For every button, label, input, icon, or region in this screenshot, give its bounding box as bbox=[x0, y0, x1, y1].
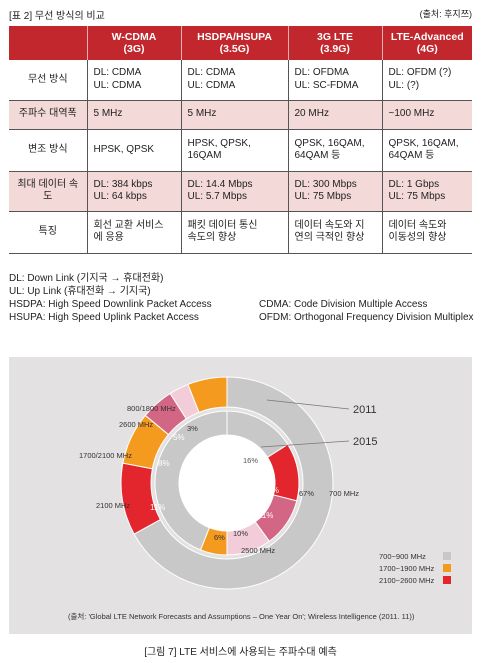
pct-label-8: 8% bbox=[158, 459, 170, 468]
row-label: 특징 bbox=[9, 211, 87, 254]
legend-swatch bbox=[443, 564, 451, 572]
pct-label-10: 10% bbox=[233, 529, 248, 538]
figure-source: (출처: 'Global LTE Network Forecasts and A… bbox=[68, 611, 415, 621]
row-label: 변조 방식 bbox=[9, 129, 87, 172]
legend-swatch bbox=[443, 552, 451, 560]
column-header bbox=[9, 26, 87, 60]
table-title: [표 2] 무선 방식의 비교 bbox=[9, 11, 105, 22]
table-cell: HPSK, QPSK, 16QAM bbox=[180, 129, 288, 172]
table-cell: DL: 1 Gbps UL: 75 Mbps bbox=[381, 171, 472, 212]
table-row: 최대 데이터 속 도 DL: 384 kbps UL: 64 kbps DL: … bbox=[9, 171, 472, 212]
table-cell: 패킷 데이터 통신 속도의 향상 bbox=[180, 211, 288, 254]
row-label: 무선 방식 bbox=[9, 60, 87, 101]
donut-hole bbox=[179, 435, 275, 531]
table-cell: DL: OFDMA UL: SC-FDMA bbox=[287, 60, 382, 101]
note-ul: UL: Up Link (휴대전화 → 기지국) bbox=[9, 286, 151, 297]
table-cell: 데이터 속도와 이동성의 향상 bbox=[381, 211, 472, 254]
slice-label-800-1800: 800/1800 MHz bbox=[127, 404, 176, 413]
table-row: 무선 방식 DL: CDMA UL: CDMA DL: CDMA UL: CDM… bbox=[9, 60, 472, 101]
note-dl: DL: Down Link (기지국 → 휴대전화) bbox=[9, 273, 164, 284]
slice-label-2500: 2500 MHz bbox=[241, 546, 275, 555]
frequency-donut-chart: 2011 2015 700 MHz 2100 MHz 1700/2100 MHz… bbox=[68, 376, 451, 621]
pct-label-11: 11% bbox=[150, 503, 165, 512]
outer-ring-2011 bbox=[120, 376, 334, 590]
table-cell: 5 MHz bbox=[86, 100, 181, 130]
note-ofdm: OFDM: Orthogonal Frequency Division Mult… bbox=[259, 312, 474, 323]
table-row: 주파수 대역폭 5 MHz 5 MHz 20 MHz ~100 MHz bbox=[9, 100, 472, 130]
table-row: 특징 회선 교환 서비스 에 응용 패킷 데이터 통신 속도의 향상 데이터 속… bbox=[9, 211, 472, 254]
pct-label-13: 13% bbox=[263, 486, 279, 495]
row-label: 최대 데이터 속 도 bbox=[9, 171, 87, 212]
column-header: 3G LTE (3.9G) bbox=[287, 26, 382, 60]
legend-label: 2100~2600 MHz bbox=[379, 576, 434, 585]
table-cell: DL: 384 kbps UL: 64 kbps bbox=[86, 171, 181, 212]
chart-legend: 700~900 MHz 1700~1900 MHz 2100~2600 MHz bbox=[379, 552, 451, 585]
table-cell: DL: CDMA UL: CDMA bbox=[86, 60, 181, 101]
table-cell: 회선 교환 서비스 에 응용 bbox=[86, 211, 181, 254]
table-cell: DL: OFDM (?) UL: (?) bbox=[381, 60, 472, 101]
table-cell: 데이터 속도와 지 연의 극적인 향상 bbox=[287, 211, 382, 254]
abbreviation-notes: DL: Down Link (기지국 → 휴대전화) UL: Up Link (… bbox=[9, 273, 479, 325]
pct-label-inner-11: 11% bbox=[258, 511, 273, 520]
legend-label: 1700~1900 MHz bbox=[379, 564, 434, 573]
table-cell: DL: 300 Mbps UL: 75 Mbps bbox=[287, 171, 382, 212]
leader-line bbox=[266, 399, 350, 410]
note-hsdpa: HSDPA: High Speed Downlink Packet Access bbox=[9, 299, 212, 310]
donut-slice-2011-5 bbox=[187, 376, 228, 413]
table-row: 변조 방식 HPSK, QPSK HPSK, QPSK, 16QAM QPSK,… bbox=[9, 129, 472, 172]
comparison-table: W-CDMA (3G) HSDPA/HSUPA (3.5G) 3G LTE (3… bbox=[9, 26, 472, 254]
column-header: LTE-Advanced (4G) bbox=[381, 26, 472, 60]
donut-slice-2011-1 bbox=[120, 462, 162, 535]
pct-label-67: 67% bbox=[299, 489, 314, 498]
table-cell: ~100 MHz bbox=[381, 100, 472, 130]
pct-label-3: 3% bbox=[187, 424, 198, 433]
table-cell: QPSK, 16QAM, 64QAM 등 bbox=[287, 129, 382, 172]
slice-label-2100: 2100 MHz bbox=[96, 501, 130, 510]
table-cell: 20 MHz bbox=[287, 100, 382, 130]
row-label: 주파수 대역폭 bbox=[9, 100, 87, 130]
table-cell: DL: CDMA UL: CDMA bbox=[180, 60, 288, 101]
ring-label-2015: 2015 bbox=[353, 436, 377, 448]
column-header: W-CDMA (3G) bbox=[86, 26, 181, 60]
leader-line bbox=[260, 440, 350, 448]
ring-label-2011: 2011 bbox=[353, 404, 377, 416]
column-header: HSDPA/HSUPA (3.5G) bbox=[180, 26, 288, 60]
legend-label: 700~900 MHz bbox=[379, 552, 426, 561]
table-cell: DL: 14.4 Mbps UL: 5.7 Mbps bbox=[180, 171, 288, 212]
inner-ring-2015 bbox=[154, 410, 300, 556]
donut-slice-2011-0 bbox=[133, 376, 334, 590]
table-header-row: W-CDMA (3G) HSDPA/HSUPA (3.5G) 3G LTE (3… bbox=[9, 26, 472, 60]
slice-label-2600: 2600 MHz bbox=[119, 420, 153, 429]
slice-label-700: 700 MHz bbox=[329, 489, 359, 498]
slice-label-1700-2100: 1700/2100 MHz bbox=[79, 451, 132, 460]
table-cell: HPSK, QPSK bbox=[86, 129, 181, 172]
legend-swatch bbox=[443, 576, 451, 584]
table-cell: 5 MHz bbox=[180, 100, 288, 130]
figure-panel: 2011 2015 700 MHz 2100 MHz 1700/2100 MHz… bbox=[9, 357, 472, 634]
pct-label-6: 6% bbox=[214, 533, 225, 542]
note-cdma: CDMA: Code Division Multiple Access bbox=[259, 299, 428, 310]
note-hsupa: HSUPA: High Speed Uplink Packet Access bbox=[9, 312, 199, 323]
table-cell: QPSK, 16QAM, 64QAM 등 bbox=[381, 129, 472, 172]
pct-label-5: 5% bbox=[173, 433, 185, 442]
pct-label-16: 16% bbox=[243, 456, 258, 465]
table-source: (출처: 후지쯔) bbox=[419, 9, 472, 19]
figure-caption: [그림 7] LTE 서비스에 사용되는 주파수대 예측 bbox=[144, 647, 337, 658]
